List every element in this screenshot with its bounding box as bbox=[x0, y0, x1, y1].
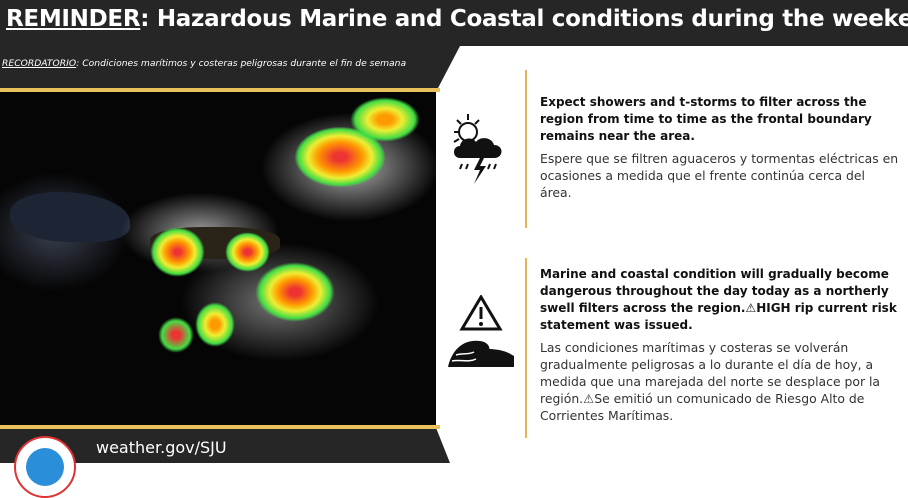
subtitle-prefix: RECORDATORIO bbox=[2, 58, 77, 69]
satellite-radar-image bbox=[0, 92, 436, 425]
subtitle-rest: : Condiciones marítimos y costeras pelig… bbox=[76, 58, 407, 69]
spanish-text: Las condiciones marítimas y costeras se … bbox=[540, 340, 881, 423]
nws-logo bbox=[14, 436, 76, 498]
footer-bar bbox=[0, 429, 450, 463]
subtitle-band bbox=[0, 46, 460, 90]
title-prefix: REMINDER bbox=[6, 6, 141, 32]
page-title: REMINDER: Hazardous Marine and Coastal c… bbox=[6, 6, 908, 32]
info-block-storms: Expect showers and t-storms to filter ac… bbox=[540, 94, 900, 201]
slant-divider bbox=[436, 46, 458, 429]
header-bar bbox=[0, 0, 908, 46]
accent-line bbox=[525, 258, 527, 438]
subtitle: RECORDATORIO: Condiciones marítimos y co… bbox=[2, 58, 406, 69]
info-block-marine: Marine and coastal condition will gradua… bbox=[540, 266, 900, 424]
english-text: Expect showers and t-storms to filter ac… bbox=[540, 95, 872, 143]
divider bbox=[0, 425, 440, 429]
warning-wave-icon bbox=[448, 295, 514, 367]
website-link[interactable]: weather.gov/SJU bbox=[96, 438, 227, 457]
english-text: Marine and coastal condition will gradua… bbox=[540, 267, 897, 332]
spanish-text: Espere que se filtren aguaceros y tormen… bbox=[540, 151, 899, 200]
thunderstorm-icon bbox=[453, 114, 502, 184]
divider bbox=[0, 88, 440, 92]
accent-line bbox=[525, 70, 527, 228]
title-rest: : Hazardous Marine and Coastal condition… bbox=[140, 6, 908, 32]
